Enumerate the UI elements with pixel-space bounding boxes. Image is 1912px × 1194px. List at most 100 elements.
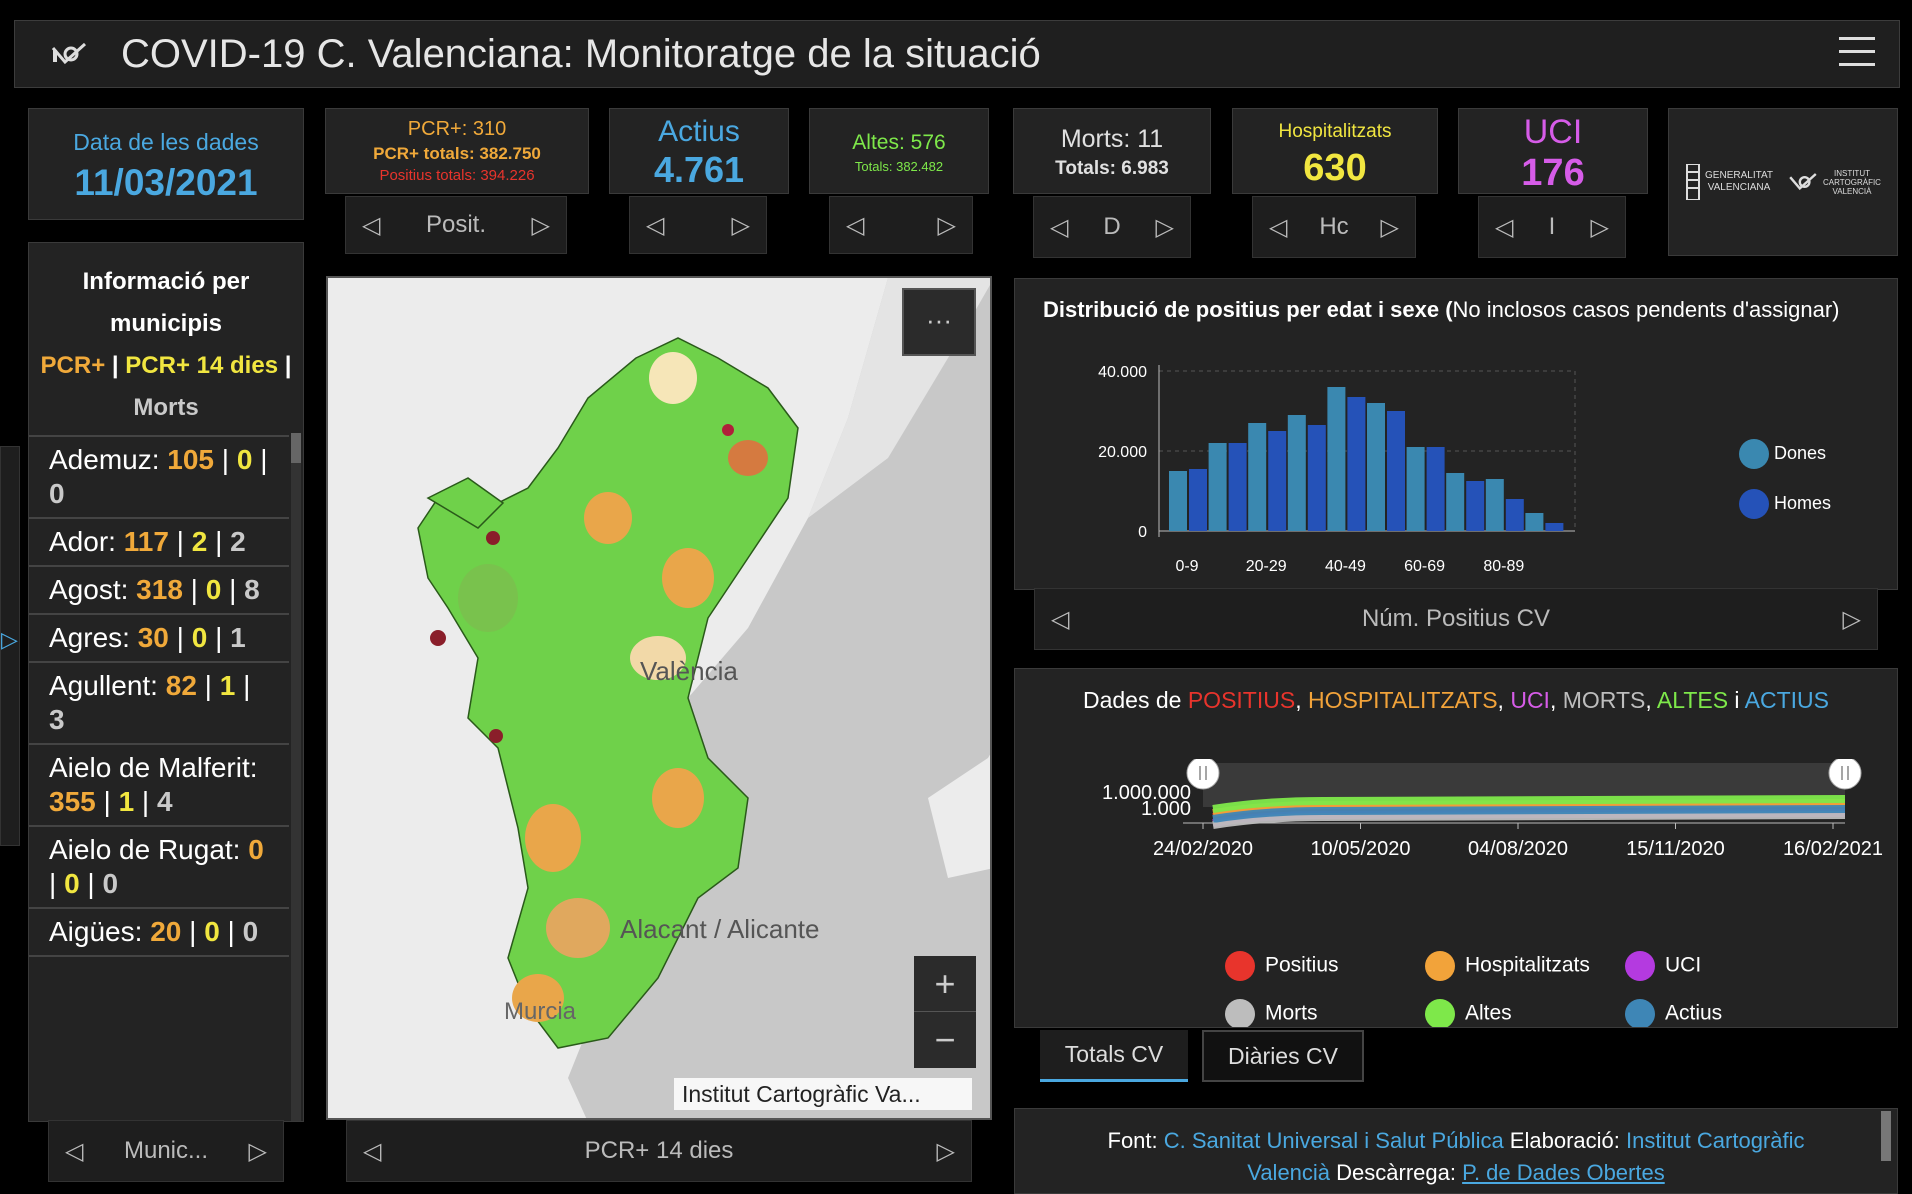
bar	[1387, 411, 1405, 531]
bar	[1327, 387, 1346, 531]
next-arrow-icon[interactable]: ▷	[1380, 213, 1399, 241]
prev-arrow-icon[interactable]: ◁	[1050, 213, 1069, 241]
municipi-b: 0	[191, 622, 208, 653]
pcr-nav-label: Posit.	[425, 211, 487, 238]
legend-item-hospitalitzats[interactable]: Hospitalitzats	[1425, 951, 1625, 981]
prev-arrow-icon[interactable]: ◁	[1269, 213, 1288, 241]
gva-logo: GENERALITAT VALENCIANA	[1685, 164, 1773, 200]
legend-item-actius[interactable]: Actius	[1625, 999, 1825, 1027]
next-arrow-icon[interactable]: ▷	[937, 211, 956, 239]
next-arrow-icon[interactable]: ▷	[248, 1137, 267, 1165]
map-label-murcia: Murcia	[504, 998, 577, 1025]
prev-arrow-icon[interactable]: ◁	[646, 211, 665, 239]
municipi-a: 355	[49, 786, 96, 817]
morts-nav-label: D	[1103, 213, 1121, 240]
prev-arrow-icon[interactable]: ◁	[363, 1137, 382, 1165]
hosp-label: Hospitalitzats	[1278, 121, 1392, 142]
prev-arrow-icon[interactable]: ◁	[1495, 213, 1514, 241]
municipi-item[interactable]: Agullent: 82 | 1 | 3	[29, 663, 289, 745]
next-arrow-icon[interactable]: ▷	[1590, 213, 1609, 241]
bar	[1485, 479, 1504, 531]
zoom-out-button[interactable]: −	[914, 1012, 976, 1068]
pcr-card: PCR+: 310 PCR+ totals: 382.750 Positius …	[325, 108, 589, 194]
legend-item-morts[interactable]: Morts	[1225, 999, 1425, 1027]
scrollbar[interactable]	[1881, 1111, 1891, 1161]
municipi-item[interactable]: Agost: 318 | 0 | 8	[29, 567, 289, 615]
municipis-panel: Informació per municipis PCR+ | PCR+ 14 …	[28, 242, 304, 1122]
pcr-nav: ◁ Posit. ▷	[345, 196, 567, 254]
hosp-nav-label: Hс	[1319, 213, 1349, 240]
next-arrow-icon[interactable]: ▷	[731, 211, 750, 239]
descarrega-link[interactable]: P. de Dades Obertes	[1462, 1160, 1665, 1185]
menu-icon[interactable]	[1839, 37, 1875, 71]
altes-nav: ◁ ▷	[829, 196, 973, 254]
hosp-card: Hospitalitzats 630	[1232, 108, 1438, 194]
x-tick-label: 60-69	[1404, 558, 1445, 575]
y-tick-label: 1.000.000	[1102, 782, 1191, 804]
legend-item-dones[interactable]: Dones	[1739, 439, 1831, 469]
morts-card: Morts: 11 Totals: 6.983	[1013, 108, 1211, 194]
logos-panel: GENERALITAT VALENCIANA INSTITUT CARTOGRÀ…	[1668, 108, 1898, 256]
prev-arrow-icon[interactable]: ◁	[65, 1137, 84, 1165]
map-view[interactable]: València Alacant / Alicante Murcia ··· +…	[326, 276, 992, 1120]
municipi-item[interactable]: Ademuz: 105 | 0 | 0	[29, 437, 289, 519]
actius-nav: ◁ ▷	[629, 196, 767, 254]
uci-value: 176	[1521, 152, 1585, 194]
legend-item-positius[interactable]: Positius	[1225, 951, 1425, 981]
side-toggle[interactable]: ▷	[0, 446, 20, 846]
morts-nav: ◁ D ▷	[1033, 196, 1191, 258]
footer-text: Font: C. Sanitat Universal i Salut Públi…	[1107, 1128, 1805, 1185]
y-tick-label: 0	[1138, 524, 1147, 541]
municipi-item[interactable]: Ador: 117 | 2 | 2	[29, 519, 289, 567]
legend-item-homes[interactable]: Homes	[1739, 489, 1831, 519]
gva-line2: VALENCIANA	[1707, 182, 1771, 193]
municipi-b: 1	[118, 786, 135, 817]
x-tick-label: 20-29	[1246, 558, 1287, 575]
icv-line3: VALENCIÀ	[1832, 186, 1872, 196]
scrollbar[interactable]	[291, 433, 301, 1121]
municipis-list[interactable]: Ademuz: 105 | 0 | 0 Ador: 117 | 2 | 2 Agos…	[29, 435, 289, 957]
municipi-item[interactable]: Aielo de Rugat: 0 | 0 | 0	[29, 827, 289, 909]
bar-legend: Dones Homes	[1739, 439, 1831, 519]
municipis-legend: PCR+ | PCR+ 14 dies |	[40, 352, 292, 379]
pcr-line1: PCR+: 310	[407, 118, 507, 140]
tab-diaries[interactable]: Diàries CV	[1202, 1030, 1364, 1082]
next-arrow-icon[interactable]: ▷	[1842, 605, 1861, 633]
next-arrow-icon[interactable]: ▷	[531, 211, 550, 239]
next-arrow-icon[interactable]: ▷	[936, 1137, 955, 1165]
uci-label: UCI	[1523, 113, 1583, 151]
bar	[1525, 513, 1544, 531]
municipi-c: 3	[49, 704, 65, 735]
x-tick-label: 10/05/2020	[1310, 838, 1410, 860]
bar-chart-panel: Distribució de positius per edat i sexe …	[1014, 278, 1898, 590]
hosp-value: 630	[1303, 147, 1367, 189]
uci-nav-label: I	[1548, 213, 1556, 240]
next-arrow-icon[interactable]: ▷	[1155, 213, 1174, 241]
range-start-handle[interactable]	[1186, 759, 1220, 790]
line-chart-panel: Dades de POSITIUS, HOSPITALITZATS, UCI, …	[1014, 668, 1898, 1028]
prev-arrow-icon[interactable]: ◁	[846, 211, 865, 239]
tab-totals[interactable]: Totals CV	[1040, 1030, 1188, 1082]
y-tick-label: 1.000	[1141, 798, 1191, 820]
range-end-handle[interactable]	[1828, 759, 1862, 790]
map-attribution: Institut Cartogràfic Va...	[674, 1078, 972, 1110]
legend-item-altes[interactable]: Altes	[1425, 999, 1625, 1027]
municipi-item[interactable]: Aielo de Malferit: 355 | 1 | 4	[29, 745, 289, 827]
actius-value: 4.761	[653, 149, 745, 190]
municipi-item[interactable]: Aigües: 20 | 0 | 0	[29, 909, 289, 957]
elaboracio-link[interactable]: Institut Cartogràfic Valencià	[1247, 1128, 1805, 1185]
font-link[interactable]: C. Sanitat Universal i Salut Pública	[1163, 1128, 1504, 1153]
municipi-item[interactable]: Agres: 30 | 0 | 1	[29, 615, 289, 663]
expand-arrow-icon[interactable]: ▷	[1, 627, 18, 652]
prev-arrow-icon[interactable]: ◁	[362, 211, 381, 239]
municipi-name: Ademuz:	[49, 444, 160, 475]
municipi-b: 0	[205, 574, 222, 605]
prev-arrow-icon[interactable]: ◁	[1051, 605, 1070, 633]
zoom-in-button[interactable]: +	[914, 956, 976, 1012]
more-options-button[interactable]: ···	[902, 288, 976, 356]
y-tick-label: 40.000	[1098, 364, 1147, 381]
date-card: Data de les dades 11/03/2021	[28, 108, 304, 220]
bar	[1406, 447, 1425, 531]
legend-item-uci[interactable]: UCI	[1625, 951, 1825, 981]
